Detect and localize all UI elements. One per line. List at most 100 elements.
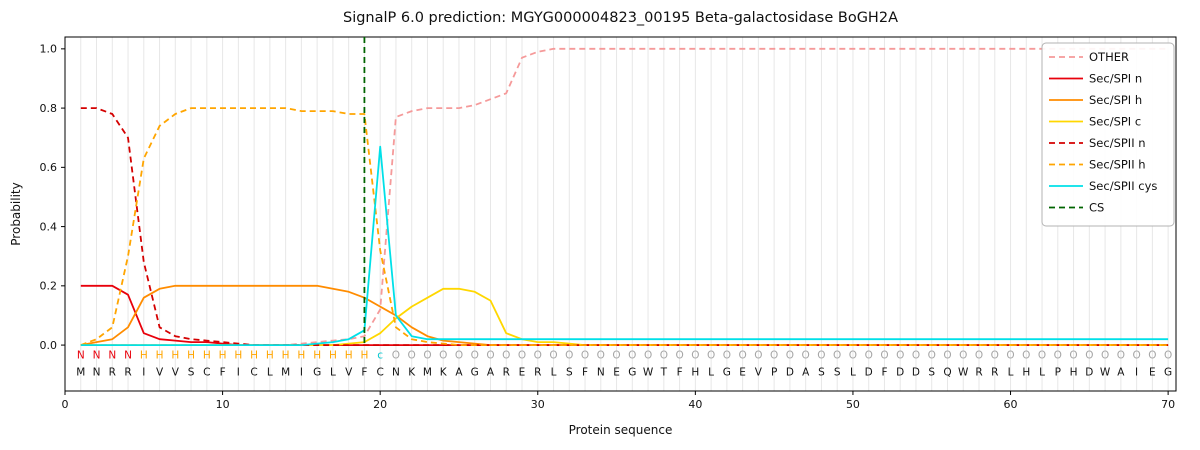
annotation-letter: O (644, 349, 652, 361)
sequence-letter: P (771, 367, 777, 379)
annotation-letter: O (1006, 349, 1014, 361)
x-tick-label: 70 (1161, 398, 1175, 411)
annotation-letter: O (707, 349, 715, 361)
x-tick-label: 0 (62, 398, 69, 411)
plot-border (64, 36, 1177, 392)
sequence-letter: G (313, 367, 321, 379)
legend-label: Sec/SPI c (1089, 115, 1141, 129)
sequence-letter: L (330, 367, 336, 379)
y-tick-label: 0.6 (40, 161, 58, 174)
annotation-letter: O (423, 349, 431, 361)
sequence-letter: V (755, 367, 763, 379)
annotation-letter: O (471, 349, 479, 361)
sequence-letter: V (172, 367, 180, 379)
sequence-letter: M (423, 367, 432, 379)
annotation-letter: O (770, 349, 778, 361)
sequence-letter: D (786, 367, 794, 379)
sequence-letter: L (267, 367, 273, 379)
sequence-letter: L (551, 367, 557, 379)
annotation-letter: O (565, 349, 573, 361)
annotation-letter: O (865, 349, 873, 361)
sequence-letter: D (865, 367, 873, 379)
annotation-letter: O (1038, 349, 1046, 361)
annotation-letter: O (943, 349, 951, 361)
annotation-letter: H (329, 349, 337, 361)
legend-label: Sec/SPII n (1089, 136, 1146, 150)
sequence-letter: L (1008, 367, 1014, 379)
legend-label: CS (1089, 201, 1104, 215)
sequence-letter: W (958, 367, 969, 379)
series-sec-spi-h (80, 284, 1169, 347)
series-sec-spi-n (80, 284, 1169, 347)
sequence-letter: N (392, 367, 400, 379)
sequence-letter: C (250, 367, 257, 379)
annotation-letter: O (912, 349, 920, 361)
annotation-letter: O (723, 349, 731, 361)
sequence-letter: R (503, 367, 510, 379)
annotation-letter: O (628, 349, 636, 361)
chart-title: SignalP 6.0 prediction: MGYG000004823_00… (342, 10, 898, 26)
sequence-letter: S (834, 367, 841, 379)
sequence-letter: E (613, 367, 620, 379)
sequence-letter: F (361, 367, 367, 379)
y-tick-label: 0.0 (40, 339, 58, 352)
y-tick-label: 0.8 (40, 102, 58, 115)
sequence-letter: A (1117, 367, 1125, 379)
annotation-letter: O (1085, 349, 1093, 361)
sequence-letter: G (471, 367, 479, 379)
sequence-letter: F (881, 367, 887, 379)
sequence-letter: D (1085, 367, 1093, 379)
annotation-letter: O (597, 349, 605, 361)
annotation-letter: O (439, 349, 447, 361)
sequence-letter: I (300, 367, 303, 379)
annotation-letter: O (1101, 349, 1109, 361)
annotation-letter: O (660, 349, 668, 361)
sequence-letter: R (109, 367, 116, 379)
sequence-letter: W (643, 367, 654, 379)
annotation-letter: H (203, 349, 211, 361)
x-tick-label: 40 (688, 398, 702, 411)
legend-box (1041, 42, 1175, 227)
sequence-letter: R (534, 367, 541, 379)
sequence-letter: M (281, 367, 290, 379)
sequence-letter: A (802, 367, 810, 379)
annotation-letter: O (928, 349, 936, 361)
annotation-letter: O (1022, 349, 1030, 361)
annotation-letter: O (880, 349, 888, 361)
legend-label: Sec/SPII h (1089, 158, 1146, 172)
legend-label: OTHER (1089, 50, 1129, 64)
sequence-letter: S (566, 367, 573, 379)
annotation-letter: H (266, 349, 274, 361)
sequence-letter: V (345, 367, 353, 379)
sequence-letter: W (1100, 367, 1111, 379)
sequence-letter: I (142, 367, 145, 379)
x-tick-label: 30 (531, 398, 545, 411)
annotation-letter: O (896, 349, 904, 361)
annotation-letter: O (754, 349, 762, 361)
sequence-letter: C (203, 367, 210, 379)
series-sec-spi-c (80, 287, 1169, 347)
annotation-letter: O (534, 349, 542, 361)
x-tick-label: 60 (1004, 398, 1018, 411)
sequence-letter: R (991, 367, 998, 379)
annotation-letter: H (345, 349, 353, 361)
annotation-letter: H (156, 349, 164, 361)
sequence-letter: L (850, 367, 856, 379)
series-sec-spii-h (80, 107, 1169, 347)
y-axis-label: Probability (9, 182, 23, 246)
annotation-letter: O (1132, 349, 1140, 361)
sequence-letter: D (896, 367, 904, 379)
annotation-letter: O (612, 349, 620, 361)
annotation-letter: O (502, 349, 510, 361)
sequence-letter: Q (943, 367, 951, 379)
annotation-letter: N (93, 349, 101, 361)
sequence-letter: S (188, 367, 195, 379)
sequence-letter: L (708, 367, 714, 379)
annotation-letter: H (313, 349, 321, 361)
sequence-letter: K (440, 367, 448, 379)
annotation-letter: O (738, 349, 746, 361)
annotation-letter: H (171, 349, 179, 361)
series-sec-spii-n (80, 107, 1169, 347)
